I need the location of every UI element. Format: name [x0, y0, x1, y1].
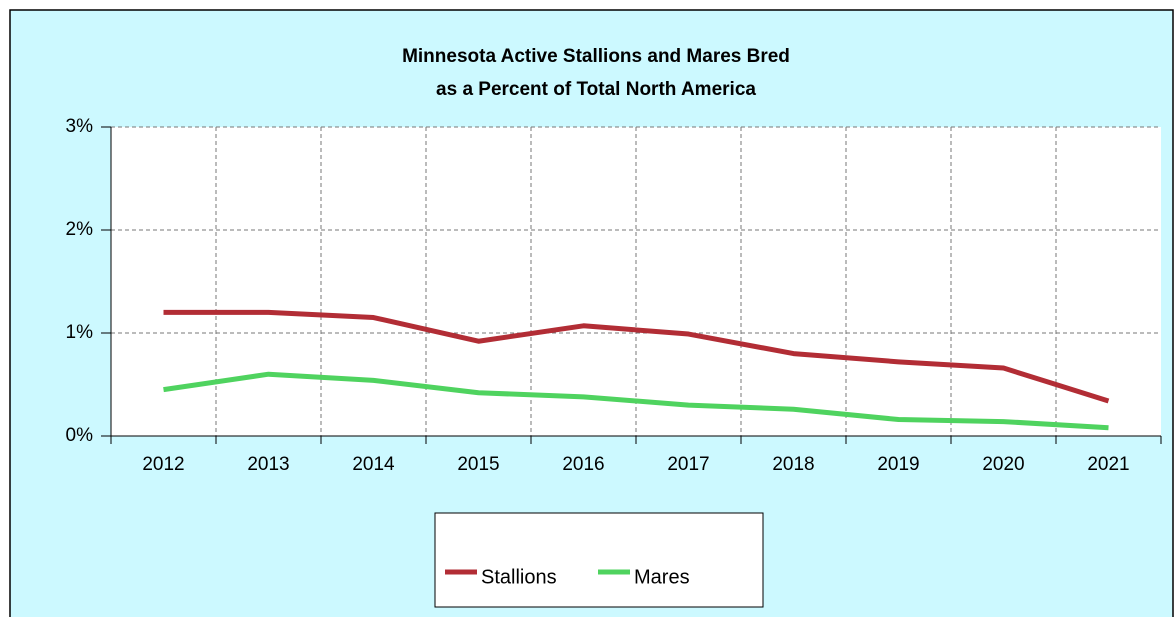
y-tick-label: 1% — [66, 322, 94, 343]
y-tick-label: 2% — [66, 219, 94, 240]
chart-title: Minnesota Active Stallions and Mares Bre… — [402, 46, 790, 67]
legend-box — [434, 512, 764, 608]
legend-label: Stallions — [481, 566, 557, 588]
x-tick-label: 2012 — [142, 454, 184, 475]
chart-title: as a Percent of Total North America — [436, 79, 756, 100]
x-tick-label: 2021 — [1087, 454, 1129, 475]
x-tick-label: 2014 — [352, 454, 395, 475]
y-tick-label: 3% — [66, 116, 94, 137]
x-tick-label: 2016 — [562, 454, 604, 475]
line-series — [163, 309, 1110, 404]
x-tick-label: 2019 — [877, 454, 919, 475]
x-tick-label: 2013 — [247, 454, 289, 475]
line-series — [163, 371, 1109, 431]
x-tick-label: 2017 — [667, 454, 709, 475]
legend-label: Mares — [634, 566, 690, 588]
y-tick-label: 0% — [66, 425, 94, 446]
x-tick-label: 2020 — [982, 454, 1024, 475]
x-tick-label: 2015 — [457, 454, 499, 475]
x-tick-label: 2018 — [772, 454, 814, 475]
